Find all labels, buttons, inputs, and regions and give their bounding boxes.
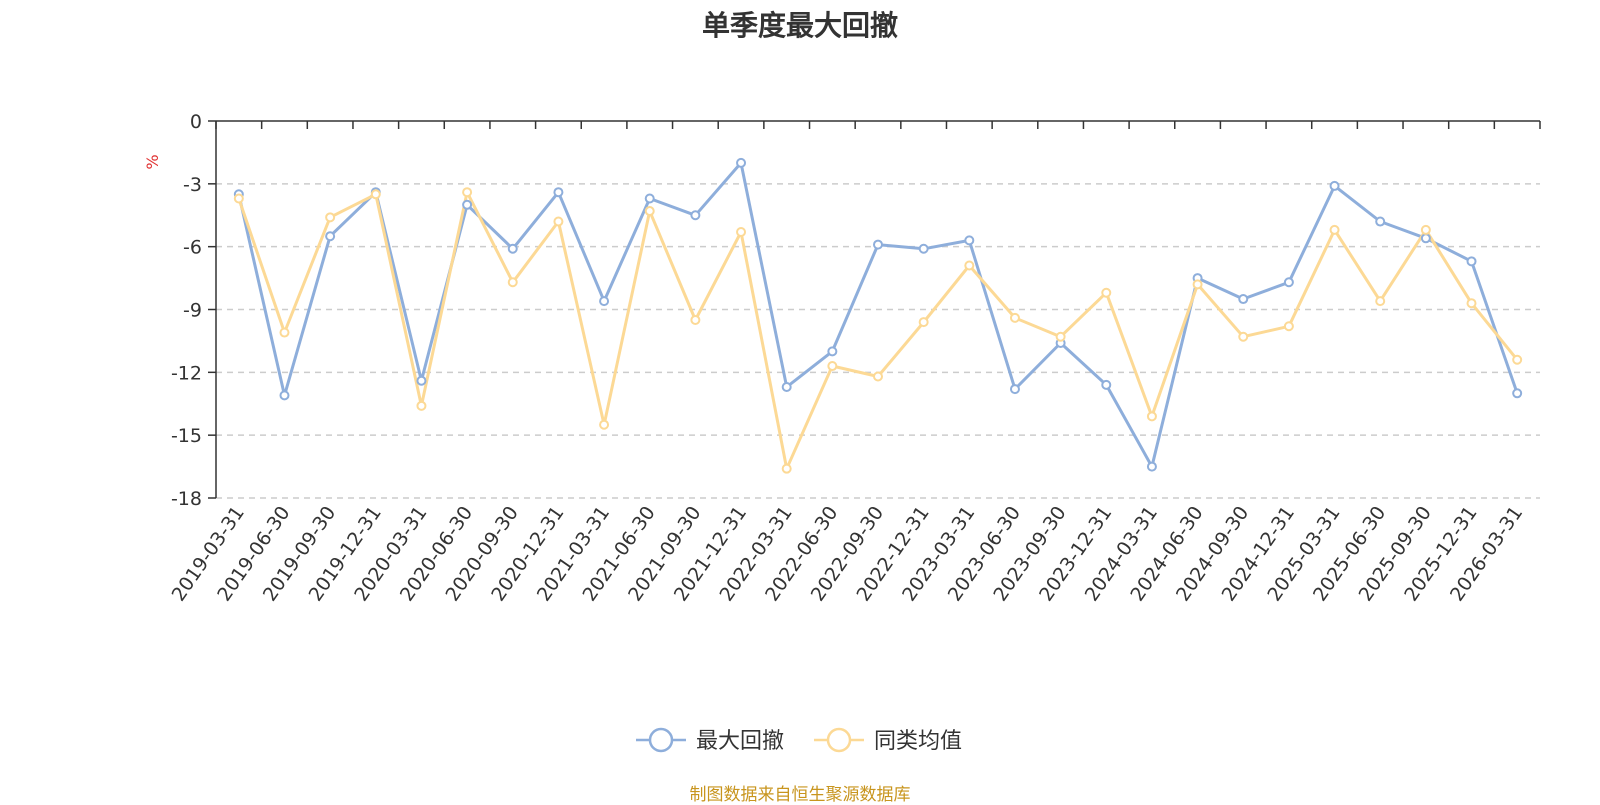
data-point[interactable] (325, 212, 336, 223)
data-point[interactable] (507, 243, 518, 254)
data-point[interactable] (462, 187, 473, 198)
data-point[interactable] (325, 231, 336, 242)
data-point[interactable] (690, 314, 701, 325)
grid-layer (216, 183, 1540, 499)
data-point[interactable] (553, 187, 564, 198)
data-point[interactable] (553, 216, 564, 227)
y-tick-label: -6 (183, 237, 202, 259)
y-tick-label: -3 (183, 174, 202, 196)
y-axis-unit-label: % (143, 154, 162, 169)
series-layer (233, 157, 1523, 474)
data-point[interactable] (507, 277, 518, 288)
legend-marker-icon (648, 727, 674, 753)
data-point[interactable] (964, 235, 975, 246)
legend-marker-icon (826, 727, 852, 753)
data-point[interactable] (416, 375, 427, 386)
legend-label: 同类均值 (874, 729, 962, 754)
data-point[interactable] (827, 346, 838, 357)
data-point[interactable] (918, 317, 929, 328)
data-point[interactable] (827, 361, 838, 372)
data-point[interactable] (1466, 256, 1477, 267)
y-tick-label: -9 (183, 300, 202, 322)
data-point[interactable] (1146, 461, 1157, 472)
data-point[interactable] (1375, 296, 1386, 307)
data-point[interactable] (873, 239, 883, 250)
data-point[interactable] (781, 463, 792, 474)
data-point[interactable] (1283, 321, 1294, 332)
data-point[interactable] (599, 296, 610, 307)
legend-item-1[interactable]: 最大回撤 (636, 727, 784, 754)
y-tick-label: -18 (171, 488, 202, 510)
data-point[interactable] (1009, 312, 1020, 323)
y-tick-label: 0 (190, 111, 202, 133)
chart-title: 单季度最大回撤 (701, 9, 898, 42)
data-point[interactable] (873, 371, 883, 382)
data-point[interactable] (1009, 384, 1020, 395)
data-point[interactable] (736, 157, 747, 168)
data-point[interactable] (1283, 277, 1294, 288)
data-point[interactable] (1238, 331, 1249, 342)
data-point[interactable] (233, 193, 244, 204)
data-point[interactable] (1329, 180, 1340, 191)
data-point[interactable] (1420, 233, 1431, 244)
data-point[interactable] (1101, 379, 1112, 390)
series-line-1 (237, 161, 1519, 469)
data-point[interactable] (370, 189, 381, 200)
data-point[interactable] (416, 400, 427, 411)
source-note: 制图数据来自恒生聚源数据库 (689, 785, 911, 805)
data-point[interactable] (1466, 298, 1477, 309)
data-point[interactable] (1192, 279, 1203, 290)
data-point[interactable] (1146, 411, 1157, 422)
data-point[interactable] (644, 193, 655, 204)
data-point[interactable] (781, 381, 792, 392)
data-point[interactable] (1420, 224, 1431, 235)
data-point[interactable] (599, 419, 610, 430)
data-point[interactable] (964, 260, 975, 271)
data-point[interactable] (1512, 354, 1523, 365)
data-point[interactable] (1101, 287, 1112, 298)
data-point[interactable] (1238, 294, 1249, 305)
data-point[interactable] (736, 227, 747, 238)
y-tick-label: -15 (171, 425, 202, 447)
legend[interactable]: 最大回撤 同类均值 (636, 727, 962, 754)
legend-item-2[interactable]: 同类均值 (814, 727, 962, 754)
data-point[interactable] (279, 390, 290, 401)
data-point[interactable] (1512, 388, 1523, 399)
data-point[interactable] (918, 243, 929, 254)
data-point[interactable] (1329, 224, 1340, 235)
legend-label: 最大回撤 (696, 729, 784, 754)
y-tick-label: -12 (171, 362, 202, 384)
series-line-2 (237, 190, 1519, 471)
data-point[interactable] (1055, 331, 1066, 342)
data-point[interactable] (1375, 216, 1386, 227)
data-point[interactable] (644, 206, 655, 217)
data-point[interactable] (690, 210, 701, 221)
data-point[interactable] (279, 327, 290, 338)
data-point[interactable] (462, 199, 473, 210)
